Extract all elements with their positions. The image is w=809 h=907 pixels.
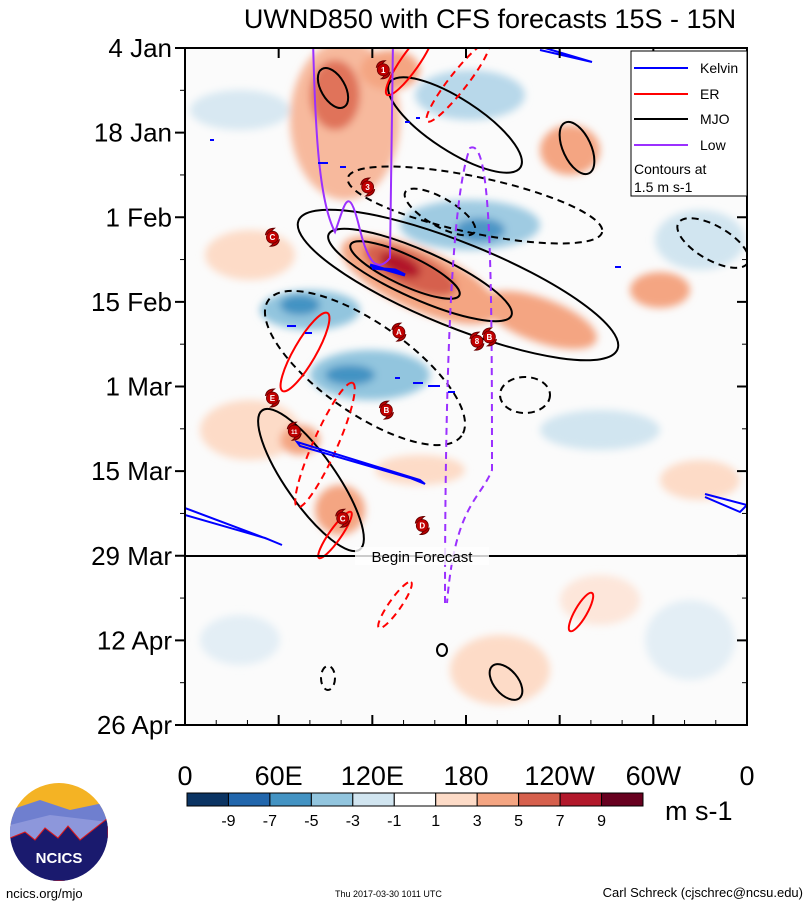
colorbar-label: 5: [514, 813, 523, 830]
colorbar-label: -3: [346, 813, 360, 830]
chart-title: UWND850 with CFS forecasts 15S - 15N: [244, 4, 736, 34]
x-axis: 0 60E 120E 180 120W 60W 0: [177, 48, 755, 791]
colorbar-swatch: [227, 792, 271, 807]
y-tick-label: 1 Feb: [106, 202, 173, 232]
tropical-cyclone-icon: B: [378, 400, 394, 420]
colorbar-label: -7: [263, 813, 277, 830]
legend: Kelvin ER MJO Low Contours at 1.5 m s-1: [630, 50, 748, 197]
tropical-cyclone-icon: E: [264, 388, 280, 408]
colorbar-label: 9: [597, 813, 606, 830]
x-tick-label: 120E: [341, 761, 404, 791]
colorbar-units: m s-1: [665, 796, 733, 826]
x-tick-label: 0: [177, 761, 192, 791]
cyclone-core: [392, 325, 406, 339]
storm-label: B: [487, 333, 493, 342]
forecast-label: Begin Forecast: [372, 549, 474, 566]
legend-er: ER: [700, 86, 719, 102]
storm-label: D: [419, 522, 425, 531]
storm-label: C: [270, 233, 276, 242]
storm-label: 1: [381, 66, 386, 75]
cyclone-core: [266, 230, 279, 244]
tropical-cyclone-icon: D: [414, 516, 430, 536]
colorbar-label: 7: [556, 813, 565, 830]
cyclone-core: [470, 334, 484, 348]
timestamp: Thu 2017-03-30 1011 UTC: [335, 889, 442, 899]
mjo-contours-positive: [257, 67, 620, 701]
colorbar-label: -5: [304, 813, 318, 830]
legend-kelvin: Kelvin: [700, 60, 738, 76]
colorbar-swatch: [435, 792, 478, 807]
colorbar-swatch: [559, 792, 603, 807]
colorbar-label: 3: [473, 813, 482, 830]
y-tick-label: 18 Jan: [94, 118, 172, 148]
y-tick-label: 4 Jan: [108, 33, 172, 63]
tropical-cyclone-icon: 1: [375, 60, 391, 80]
storm-label: E: [270, 394, 276, 403]
y-tick-label: 26 Apr: [97, 710, 173, 740]
colorbar: -9 -7 -5 -3 -1 1 3 5 7 9: [186, 792, 644, 830]
x-tick-label: 0: [739, 761, 754, 791]
tropical-cyclone-icon: C: [264, 227, 280, 247]
low-contour-negative: [444, 146, 494, 604]
cyclone-core: [336, 511, 350, 525]
legend-low: Low: [700, 137, 727, 153]
cyclone-core: [376, 63, 390, 77]
colorbar-swatch: [476, 792, 520, 807]
y-axis: 4 Jan 18 Jan 1 Feb 15 Feb 1 Mar 15 Mar 29 Mar 1…: [91, 33, 747, 740]
colorbar-swatch: [352, 792, 395, 807]
tropical-cyclone-icon: C: [335, 508, 351, 528]
tropical-cyclone-icon: 3: [360, 177, 376, 197]
colorbar-label: -1: [387, 813, 401, 830]
cyclone-core: [361, 180, 375, 194]
colorbar-swatch: [601, 792, 644, 807]
storm-label: 11: [291, 430, 298, 436]
mjo-contours-negative: [263, 165, 747, 691]
cyclone-core: [266, 391, 279, 405]
x-tick-label: 120W: [524, 761, 595, 791]
storm-label: 8: [475, 337, 480, 346]
storm-label: B: [383, 406, 389, 415]
storm-label: 3: [365, 183, 370, 192]
storm-label: A: [396, 328, 402, 337]
tropical-cyclone-icon: 8: [469, 331, 485, 351]
cyclone-core: [287, 424, 301, 438]
y-tick-label: 15 Feb: [91, 287, 172, 317]
ncics-logo: NCICS: [10, 783, 108, 881]
tropical-cyclone-icon: B: [481, 327, 497, 347]
tropical-cyclone-icon: 11: [286, 421, 302, 441]
legend-note-1: Contours at: [634, 161, 706, 177]
legend-note-2: 1.5 m s-1: [634, 179, 693, 195]
low-contour-positive: [312, 48, 394, 266]
cyclone-core: [483, 330, 496, 344]
colorbar-swatch: [310, 792, 354, 807]
colorbar-swatch: [518, 792, 561, 807]
er-contours-negative: [294, 48, 491, 630]
x-tick-label: 180: [443, 761, 488, 791]
colorbar-swatch: [393, 792, 437, 807]
y-tick-label: 15 Mar: [91, 456, 172, 486]
y-tick-label: 1 Mar: [106, 372, 173, 402]
cyclone-core: [415, 519, 429, 532]
storm-label: C: [340, 514, 346, 523]
colorbar-swatch: [269, 792, 312, 807]
author-credit: Carl Schreck (cjschrec@ncsu.edu): [603, 885, 803, 900]
x-tick-label: 60W: [626, 761, 682, 791]
colorbar-swatch: [186, 792, 229, 807]
cyclone-core: [379, 403, 393, 417]
colorbar-label: -9: [221, 813, 235, 830]
site-link[interactable]: ncics.org/mjo: [6, 886, 83, 901]
y-tick-label: 29 Mar: [91, 541, 172, 571]
logo-text: NCICS: [36, 850, 83, 867]
legend-mjo: MJO: [700, 111, 730, 127]
x-tick-label: 60E: [255, 761, 303, 791]
colorbar-label: 1: [431, 813, 440, 830]
er-contours: [279, 48, 595, 633]
tropical-cyclone-icon: A: [391, 322, 407, 342]
y-tick-label: 12 Apr: [97, 625, 173, 655]
